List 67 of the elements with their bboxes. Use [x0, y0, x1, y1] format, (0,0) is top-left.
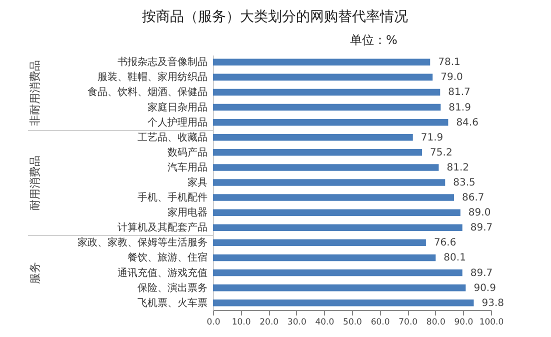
x-tick-label: 90.0 — [454, 318, 474, 328]
data-label: 71.9 — [420, 132, 444, 144]
y-tick-label: 汽车用品 — [168, 161, 208, 174]
bar — [213, 224, 462, 232]
data-label: 89.7 — [470, 222, 493, 234]
y-tick-label: 书报杂志及音像制品 — [118, 56, 208, 68]
data-label: 84.6 — [456, 117, 478, 128]
bar — [213, 58, 430, 66]
x-tick-label: 40.0 — [315, 318, 334, 328]
y-tick-label: 家政、家教、保姆等生活服务 — [78, 236, 208, 249]
bar — [213, 88, 440, 96]
bar — [213, 299, 474, 306]
y-tick-label: 工艺品、收藏品 — [138, 131, 208, 144]
bar — [213, 164, 439, 171]
chart-subtitle: 单位：% — [350, 32, 398, 49]
text: 耐用消费品 — [28, 155, 42, 210]
x-tick-label: 80.0 — [426, 318, 446, 328]
bar — [213, 74, 433, 81]
x-tick-label: 100.0 — [479, 318, 504, 328]
data-label: 93.8 — [482, 298, 504, 309]
y-tick-label: 计算机及其配套产品 — [118, 222, 208, 234]
bar — [213, 134, 413, 141]
chart-title: 按商品（服务）大类划分的网购替代率情况 — [142, 8, 408, 26]
y-tick-label: 数码产品 — [168, 146, 208, 158]
data-label: 89.7 — [470, 268, 493, 279]
x-tick-label: 20.0 — [260, 318, 279, 328]
bar — [213, 118, 448, 126]
data-label: 79.0 — [440, 72, 463, 84]
data-label: 81.7 — [448, 87, 470, 98]
y-tick-label: 食品、饮料、烟酒、保健品 — [88, 86, 208, 98]
data-label: 81.2 — [446, 162, 469, 174]
bar — [213, 239, 426, 246]
data-label: 83.5 — [453, 178, 476, 188]
bar — [213, 179, 446, 186]
bar — [213, 149, 422, 156]
data-label: 76.6 — [434, 238, 456, 249]
data-label: 81.9 — [448, 102, 471, 114]
bar — [213, 104, 441, 111]
bar — [213, 254, 436, 262]
y-tick-label: 手机、手机配件 — [138, 192, 208, 204]
bar — [213, 284, 466, 292]
data-label: 78.1 — [438, 57, 460, 68]
y-tick-label: 家具 — [188, 176, 208, 188]
x-tick-label: 50.0 — [343, 318, 362, 328]
x-tick-label: 10.0 — [232, 318, 251, 328]
data-label: 86.7 — [462, 192, 484, 204]
data-label: 90.9 — [474, 282, 496, 294]
bar — [213, 269, 462, 276]
y-tick-label: 飞机票、火车票 — [138, 296, 208, 309]
y-tick-label: 个人护理用品 — [148, 116, 208, 128]
data-label: 89.0 — [468, 208, 491, 219]
x-tick-label: 0.0 — [206, 318, 220, 328]
data-label: 80.1 — [444, 252, 466, 264]
x-tick-label: 70.0 — [398, 318, 418, 328]
text: 服务 — [28, 262, 42, 284]
y-tick-label: 家庭日杂用品 — [148, 101, 208, 114]
y-tick-label: 家用电器 — [168, 206, 208, 219]
y-tick-label: 服装、鞋帽、家用纺织品 — [98, 71, 208, 84]
x-tick-label: 30.0 — [287, 318, 306, 328]
x-tick-label: 60.0 — [370, 318, 390, 328]
y-tick-label: 餐饮、旅游、住宿 — [128, 252, 208, 264]
bar — [213, 209, 460, 216]
y-tick-label: 保险、演出票务 — [138, 282, 208, 294]
bar — [213, 194, 454, 201]
data-label: 75.2 — [430, 147, 452, 158]
y-tick-label: 通讯充值、游戏充值 — [118, 266, 208, 279]
text: 非耐用消费品 — [28, 60, 42, 126]
